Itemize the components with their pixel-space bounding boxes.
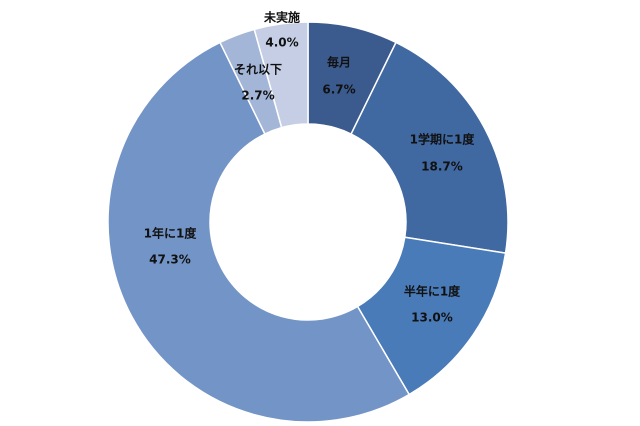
value-label: 2.7% bbox=[241, 89, 274, 103]
slice-label: 1年に1度 bbox=[144, 226, 198, 241]
slice-label: それ以下 bbox=[234, 63, 282, 77]
value-label: 13.0% bbox=[411, 311, 453, 325]
slice bbox=[350, 41, 509, 255]
slice bbox=[356, 236, 507, 396]
value-label: 4.0% bbox=[265, 36, 298, 50]
slice bbox=[253, 21, 309, 129]
value-label: 47.3% bbox=[149, 253, 191, 267]
slice-label: 未実施 bbox=[263, 10, 300, 25]
slice-label: 毎月 bbox=[327, 55, 351, 70]
value-label: 18.7% bbox=[421, 160, 463, 174]
slice-label: 1学期に1度 bbox=[410, 132, 476, 147]
value-label: 6.7% bbox=[322, 83, 355, 97]
slice-label: 半年に1度 bbox=[404, 284, 461, 299]
slice bbox=[107, 41, 411, 423]
